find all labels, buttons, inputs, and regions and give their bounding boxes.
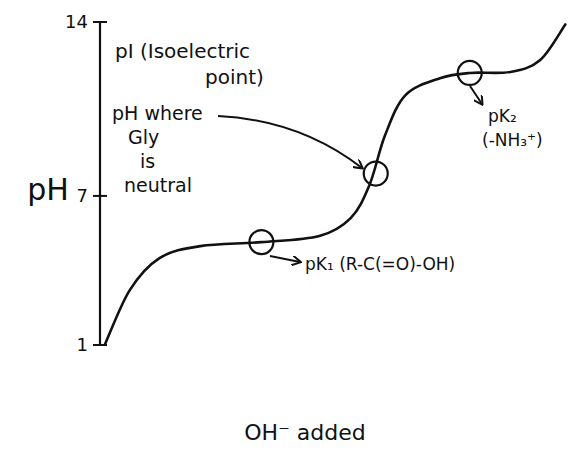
circled-point	[458, 61, 482, 85]
circled-point	[364, 162, 388, 186]
y-axis-title: pH	[27, 172, 69, 207]
pk2-label: (-NH₃⁺)	[482, 130, 543, 150]
y-axis-line	[99, 22, 101, 345]
x-axis-title: OH⁻ added	[244, 420, 365, 445]
circled-point	[249, 230, 273, 254]
y-tick	[93, 21, 107, 23]
neutral-label: pH where	[112, 102, 203, 124]
arrow-pk2	[470, 86, 482, 104]
pi-label: pI (Isoelectric	[115, 39, 250, 63]
pi-label: point)	[205, 65, 264, 89]
chart-root: 1 7 14 pH OH⁻ added pI (Isoelectricpoint)pH w…	[0, 0, 578, 469]
data-group	[105, 24, 566, 345]
pk1-label: pK₁ (R-C(=O)-OH)	[305, 254, 455, 274]
y-tick-label: 14	[65, 11, 88, 32]
neutral-label: neutral	[124, 174, 192, 196]
arrow-neutral	[218, 116, 362, 168]
chart-svg: 1 7 14 pH OH⁻ added pI (Isoelectricpoint)pH w…	[0, 0, 578, 469]
neutral-label: Gly	[128, 126, 159, 148]
arrow-pk1	[270, 256, 300, 262]
neutral-label: is	[140, 150, 155, 172]
y-tick-label: 1	[77, 334, 88, 355]
titration-curve	[105, 24, 566, 345]
y-tick-label: 7	[77, 185, 88, 206]
pk2-label: pK₂	[488, 106, 517, 126]
y-tick	[93, 195, 107, 197]
